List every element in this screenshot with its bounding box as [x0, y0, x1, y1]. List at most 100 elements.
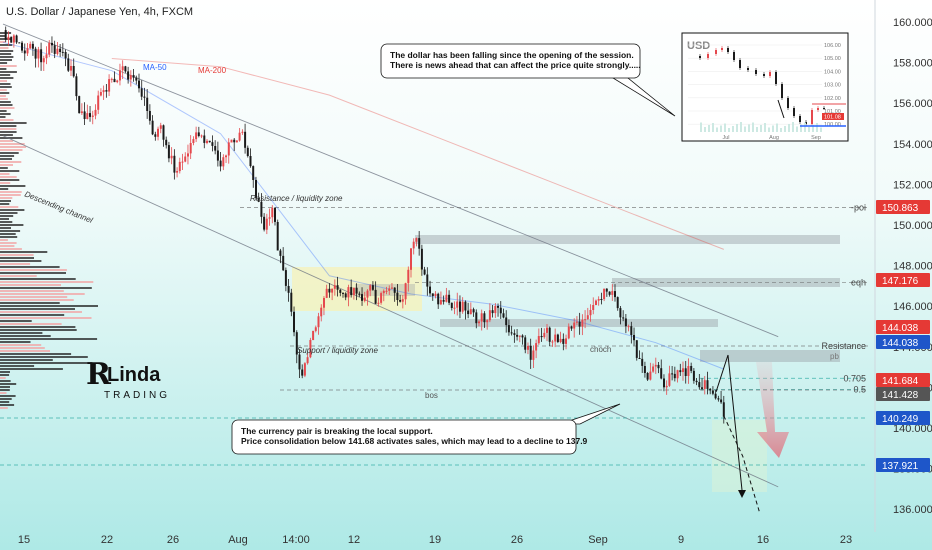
candle-body [53, 45, 56, 54]
candle-body [135, 77, 138, 81]
y-tick-label: 150.000 [893, 220, 932, 232]
y-tick-label: 148.000 [893, 261, 932, 273]
candle-body [434, 293, 437, 296]
volume-bar [0, 104, 13, 106]
inset-y-tick: 101.00 [824, 109, 841, 115]
candle-body [342, 292, 344, 294]
candle-body [551, 341, 554, 343]
volume-profile [0, 32, 98, 409]
volume-bar [0, 395, 16, 397]
candle-body [589, 310, 592, 316]
candle-body [260, 201, 263, 217]
volume-bar [0, 110, 7, 112]
candle-body [4, 30, 7, 40]
candle-body [595, 300, 597, 305]
volume-bar [0, 269, 67, 271]
candle-body [488, 310, 491, 321]
volume-bar [0, 179, 20, 181]
candle-body [638, 358, 641, 359]
candle-body [439, 299, 442, 305]
y-tick-label: 158.000 [893, 58, 932, 70]
inset-x-tick: Aug [769, 135, 779, 141]
volume-bar [0, 113, 11, 115]
volume-bar [0, 107, 15, 109]
candle-body [711, 390, 714, 394]
volume-bar [0, 356, 88, 358]
candle-body [478, 321, 480, 324]
candle-body [290, 292, 293, 312]
callout-top-mask [382, 45, 639, 77]
poi-label: -poi [851, 202, 866, 212]
volume-bar [0, 77, 14, 79]
volume-bar [0, 284, 61, 286]
inset-last-badge [822, 113, 844, 120]
candle-body [23, 50, 26, 54]
candle-body [709, 388, 712, 391]
price-badge [876, 373, 930, 387]
candle-body [159, 125, 162, 129]
price-badge [876, 458, 930, 472]
candle-body [540, 336, 543, 338]
candle-body [70, 66, 72, 71]
inset-volume-bar [704, 127, 706, 132]
y-tick-label: 160.000 [893, 17, 932, 29]
volume-bar [0, 164, 13, 166]
candle-body [581, 319, 584, 327]
candle-body [663, 378, 665, 388]
volume-bar [0, 122, 27, 124]
candle-body [502, 313, 505, 318]
candle-body [486, 320, 489, 323]
volume-bar [0, 71, 17, 73]
candle-body [325, 288, 328, 298]
candle-body [61, 51, 64, 53]
candle-body [464, 301, 467, 311]
candle-body [567, 326, 570, 339]
candle-body [505, 317, 508, 326]
candle-body [339, 289, 342, 293]
candle-body [206, 140, 208, 143]
volume-bar [0, 290, 64, 292]
inset-volume-bar [768, 127, 770, 132]
candle-body [676, 370, 679, 379]
volume-bar [0, 320, 32, 322]
volume-bar [0, 311, 82, 313]
candle-body [467, 310, 470, 315]
callout-top-line: The dollar has been falling since the op… [390, 50, 634, 60]
inset-volume-bar [732, 126, 734, 132]
candle-body [208, 140, 211, 143]
inset-volume-bar [764, 123, 766, 132]
candle-body [668, 373, 671, 386]
volume-bar [0, 44, 13, 46]
volume-bar [0, 263, 31, 265]
inset-y-tick: 104.00 [824, 69, 841, 75]
candle-body [461, 301, 464, 312]
candle-body [233, 139, 236, 143]
y-tick-label: 154.000 [893, 139, 932, 151]
volume-bar [0, 398, 12, 400]
inset-volume-bar [716, 127, 718, 132]
volume-bar [0, 170, 20, 172]
volume-bar [0, 260, 42, 262]
chart-title: U.S. Dollar / Japanese Yen, 4h, FXCM [6, 6, 193, 18]
candle-body [584, 319, 587, 321]
candle-body [165, 139, 168, 146]
candle-body [328, 288, 331, 293]
candle-body [385, 290, 388, 292]
candle-body [633, 335, 635, 341]
volume-bar [0, 332, 43, 334]
candle-body [722, 402, 725, 417]
volume-bar [0, 329, 77, 331]
callout-bottom-line: Price consolidation below 141.68 activat… [241, 436, 588, 446]
candle-body [559, 338, 562, 342]
candle-body [570, 326, 573, 329]
candle-body [116, 80, 119, 83]
volume-bar [0, 365, 35, 367]
candle-body [407, 269, 410, 284]
volume-bar [0, 62, 8, 64]
inset-x-tick: Jul [722, 135, 729, 141]
volume-bar [0, 281, 94, 283]
candle-body [94, 109, 97, 116]
candle-body [323, 298, 325, 308]
